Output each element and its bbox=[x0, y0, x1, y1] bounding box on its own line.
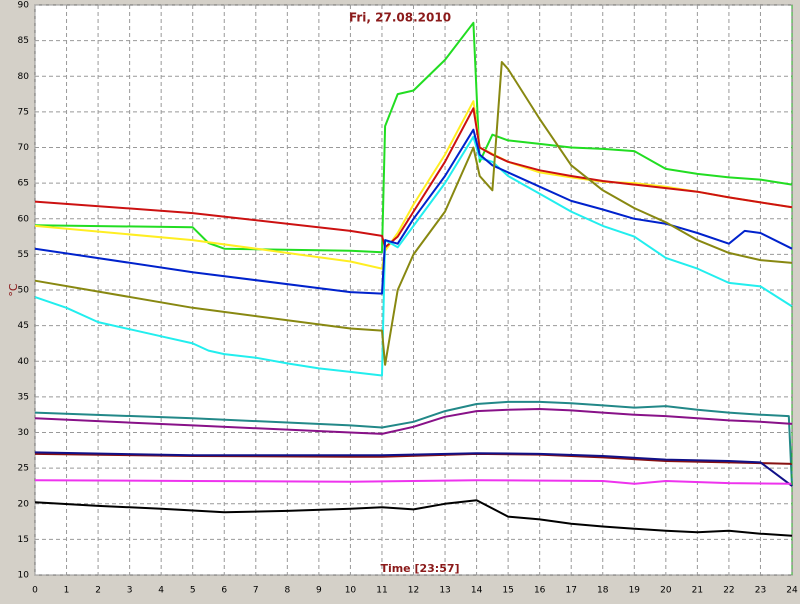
x-tick-label: 13 bbox=[439, 586, 450, 596]
y-tick-label: 80 bbox=[18, 72, 30, 82]
y-tick-label: 85 bbox=[18, 36, 29, 46]
x-tick-label: 1 bbox=[64, 586, 70, 596]
x-tick-label: 8 bbox=[284, 586, 290, 596]
x-tick-label: 11 bbox=[376, 586, 387, 596]
series-line bbox=[34, 107, 793, 249]
x-tick-label: 22 bbox=[723, 586, 734, 596]
x-tick-label: 2 bbox=[95, 586, 101, 596]
y-tick-label: 75 bbox=[18, 107, 29, 117]
x-tick-label: 6 bbox=[221, 586, 227, 596]
y-tick-label: 55 bbox=[18, 250, 29, 260]
y-tick-label: 25 bbox=[18, 464, 29, 474]
x-tick-label: 15 bbox=[502, 586, 513, 596]
y-tick-label: 60 bbox=[18, 214, 30, 224]
x-tick-label: 23 bbox=[755, 586, 766, 596]
series-line bbox=[34, 451, 793, 487]
series-line bbox=[34, 408, 793, 435]
x-tick-label: 10 bbox=[345, 586, 357, 596]
x-tick-label: 0 bbox=[32, 586, 38, 596]
x-tick-label: 16 bbox=[534, 586, 546, 596]
series-line bbox=[34, 400, 793, 486]
series-line bbox=[34, 135, 793, 377]
series-line bbox=[34, 479, 793, 485]
y-tick-label: 40 bbox=[18, 357, 30, 367]
x-tick-label: 14 bbox=[471, 586, 483, 596]
x-axis-label: Time [23:57] bbox=[380, 562, 459, 575]
y-axis-label: °C bbox=[7, 283, 20, 297]
y-tick-label: 70 bbox=[18, 143, 30, 153]
y-tick-label: 10 bbox=[18, 571, 30, 581]
chart-title: Fri, 27.08.2010 bbox=[349, 11, 451, 25]
y-tick-label: 65 bbox=[18, 179, 29, 189]
y-tick-label: 45 bbox=[18, 321, 29, 331]
x-tick-label: 7 bbox=[253, 586, 259, 596]
x-tick-label: 21 bbox=[692, 586, 703, 596]
x-tick-label: 24 bbox=[786, 586, 798, 596]
x-tick-label: 9 bbox=[316, 586, 322, 596]
x-tick-label: 12 bbox=[408, 586, 419, 596]
x-tick-label: 5 bbox=[190, 586, 196, 596]
y-tick-label: 50 bbox=[18, 286, 30, 296]
y-tick-label: 35 bbox=[18, 392, 29, 402]
y-tick-label: 20 bbox=[18, 499, 30, 509]
series-line bbox=[34, 21, 793, 254]
series-line bbox=[34, 499, 793, 537]
series-line bbox=[34, 128, 793, 295]
x-tick-label: 20 bbox=[660, 586, 672, 596]
x-tick-label: 3 bbox=[127, 586, 133, 596]
x-tick-label: 19 bbox=[629, 586, 641, 596]
series-line bbox=[34, 61, 793, 366]
y-tick-label: 30 bbox=[18, 428, 30, 438]
x-tick-label: 17 bbox=[565, 586, 576, 596]
y-tick-label: 90 bbox=[18, 1, 30, 11]
x-tick-label: 4 bbox=[158, 586, 164, 596]
y-tick-label: 15 bbox=[18, 535, 29, 545]
x-tick-label: 18 bbox=[597, 586, 609, 596]
